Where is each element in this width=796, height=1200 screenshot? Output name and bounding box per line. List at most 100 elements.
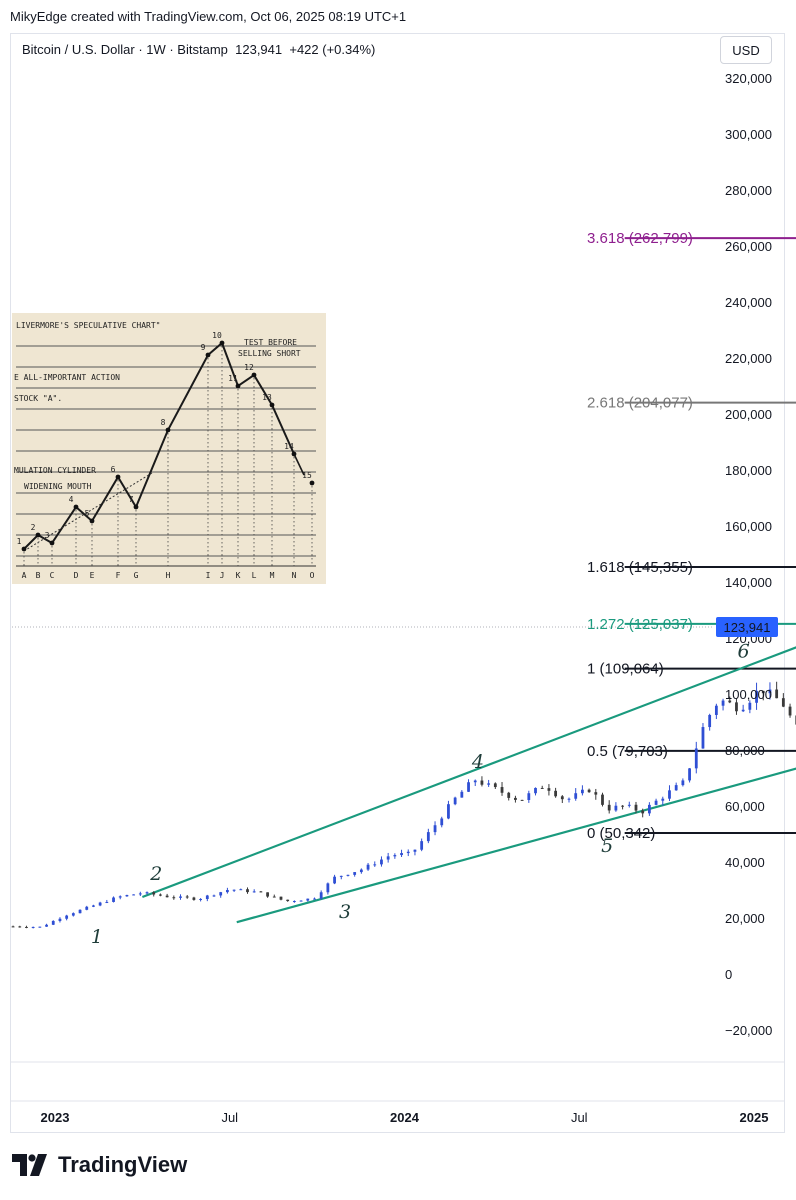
candle-body — [514, 797, 517, 800]
inset-peak-label: 14 — [284, 442, 294, 451]
inset-x-letter: C — [50, 571, 55, 580]
inset-paper — [12, 313, 326, 584]
candle-body — [748, 702, 752, 710]
candle-body — [78, 909, 82, 914]
candle-body — [621, 805, 624, 807]
inset-point — [269, 402, 275, 408]
y-tick-label: 280,000 — [725, 183, 772, 198]
candle-body — [339, 875, 343, 877]
candle-body — [172, 897, 176, 899]
wave-label: 4 — [471, 751, 484, 773]
inset-x-letter: A — [22, 571, 27, 580]
candle-body — [668, 790, 671, 799]
candle-body — [98, 902, 102, 906]
fibonacci-extension[interactable]: 3.618 (262,799) 2.618 (204,077) 1.618 (145… — [587, 230, 796, 842]
candle-body — [272, 896, 276, 898]
candle-body — [219, 892, 223, 896]
candle-body — [246, 889, 249, 893]
inset-point — [219, 340, 225, 346]
fib-level-label: 0 (50,342) — [587, 825, 655, 842]
symbol-legend: Bitcoin / U.S. Dollar · 1W · Bitstamp 12… — [22, 42, 375, 57]
candle-body — [138, 893, 142, 895]
candle-body — [426, 832, 430, 842]
x-tick-label: Jul — [571, 1110, 588, 1125]
channel-line-lower[interactable] — [236, 700, 796, 924]
wave-label: 1 — [91, 926, 103, 948]
inset-line-4: WIDENING MOUTH — [24, 482, 92, 491]
y-tick-label: 100,000 — [725, 687, 772, 702]
candle-body — [467, 782, 470, 792]
fib-level-label: 2.618 (204,077) — [587, 395, 693, 412]
candle-body — [286, 899, 290, 902]
inset-peak-label: 9 — [201, 343, 206, 352]
candle-body — [353, 872, 357, 875]
inset-point — [49, 540, 55, 546]
inset-title: LIVERMORE'S SPECULATIVE CHART" — [16, 321, 161, 330]
candle-body — [520, 799, 524, 801]
tradingview-logo-icon — [12, 1154, 47, 1176]
candle-body — [647, 804, 651, 814]
candle-body — [239, 889, 243, 891]
candle-body — [433, 825, 437, 833]
inset-point — [309, 480, 315, 486]
candle-body — [232, 889, 236, 891]
fib-level-label: 1.618 (145,355) — [587, 559, 693, 576]
candle-body — [574, 793, 578, 799]
candle-body — [413, 849, 417, 852]
candles — [11, 681, 796, 929]
fib-level-label: 3.618 (262,799) — [587, 230, 693, 247]
candle-body — [326, 883, 330, 893]
wave-label: 2 — [149, 863, 162, 885]
candle-body — [159, 894, 162, 896]
candle-body — [205, 895, 209, 899]
price-chart[interactable]: 3.618 (262,799) 2.618 (204,077) 1.618 (145… — [0, 0, 796, 1140]
candle-body — [594, 792, 598, 795]
inset-point — [35, 532, 41, 538]
currency-button[interactable]: USD — [720, 36, 772, 64]
fib-level-label: 1 (109,064) — [587, 661, 664, 678]
candle-body — [145, 892, 149, 894]
chart-frame — [10, 33, 785, 1133]
y-tick-label: 60,000 — [725, 799, 765, 814]
price-axis[interactable]: 320,000 300,000 280,000 260,000 240,000 220,0… — [725, 71, 772, 1038]
candle-body — [560, 796, 564, 800]
candle-body — [440, 818, 444, 826]
inset-peak-label: 1 — [17, 537, 22, 546]
y-tick-label: 300,000 — [725, 127, 772, 142]
candle-body — [694, 748, 698, 769]
symbol-change: +422 (+0.34%) — [289, 42, 376, 57]
y-tick-label: 40,000 — [725, 855, 765, 870]
tradingview-logo[interactable]: TradingView — [12, 1152, 187, 1178]
inset-x-letter: O — [310, 571, 315, 580]
candle-body — [279, 896, 283, 900]
fib-level-label: 1.272 (125,037) — [587, 616, 693, 633]
candle-body — [728, 700, 732, 703]
candle-body — [654, 800, 658, 805]
inset-peak-label: 2 — [31, 523, 36, 532]
livermore-chart-inset: LIVERMORE'S SPECULATIVE CHART" E ALL-IMPO… — [12, 313, 326, 584]
inset-line-3: MULATION CYLINDER — [14, 466, 96, 475]
candle-body — [292, 901, 296, 903]
candle-body — [781, 698, 785, 707]
candle-body — [85, 906, 89, 910]
candle-body — [333, 876, 336, 884]
candle-body — [607, 804, 611, 811]
candle-body — [534, 787, 537, 794]
trend-channel[interactable] — [141, 554, 796, 924]
candle-body — [259, 891, 263, 893]
inset-peak-label: 7 — [129, 495, 134, 504]
inset-point — [165, 427, 171, 433]
axis-separators — [10, 1061, 785, 1102]
candle-body — [507, 792, 511, 798]
channel-line-upper[interactable] — [141, 554, 796, 899]
candle-body — [681, 780, 685, 786]
candle-body — [380, 859, 383, 865]
candle-body — [460, 791, 464, 798]
candle-body — [199, 898, 203, 900]
candle-body — [179, 896, 182, 898]
wave-label: 5 — [601, 835, 613, 857]
x-tick-label: 2023 — [41, 1110, 70, 1125]
candle-body — [480, 780, 484, 785]
candle-body — [735, 702, 738, 712]
time-axis[interactable]: 2023Jul2024Jul2025Jul2026Jul — [41, 1110, 796, 1125]
